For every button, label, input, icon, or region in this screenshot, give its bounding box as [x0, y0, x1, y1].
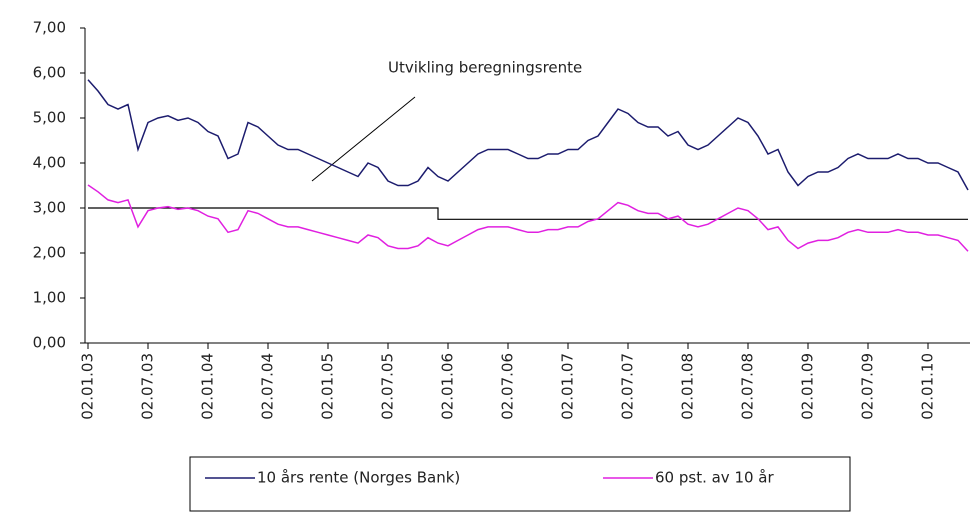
- x-tick-label: 02.07.06: [499, 353, 517, 420]
- x-tick-label: 02.07.04: [259, 353, 277, 420]
- x-tick-label: 02.07.08: [739, 353, 757, 420]
- y-tick-label: 5,00: [33, 109, 66, 127]
- y-tick-label: 6,00: [33, 64, 66, 82]
- annotation: Utvikling beregningsrente: [388, 59, 582, 77]
- x-tick-label: 02.01.06: [439, 353, 457, 420]
- legend-label: 10 års rente (Norges Bank): [257, 469, 460, 487]
- y-tick-label: 1,00: [33, 289, 66, 307]
- x-tick-label: 02.07.05: [379, 353, 397, 420]
- y-tick-label: 0,00: [33, 334, 66, 352]
- y-tick-label: 3,00: [33, 199, 66, 217]
- annotation-pointer: [311, 96, 416, 182]
- x-tick-label: 02.01.07: [559, 353, 577, 420]
- x-tick-label: 02.07.09: [859, 353, 877, 420]
- series-line: [87, 184, 969, 252]
- step-line: [88, 207, 968, 220]
- legend-box: [189, 456, 851, 512]
- y-tick-label: 4,00: [33, 154, 66, 172]
- y-tick-label: 7,00: [33, 19, 66, 37]
- x-tick-label: 02.01.05: [319, 353, 337, 420]
- x-tick-label: 02.01.09: [799, 353, 817, 420]
- x-tick-label: 02.07.03: [139, 353, 157, 420]
- x-tick-label: 02.01.03: [79, 353, 97, 420]
- y-tick-label: 2,00: [33, 244, 66, 262]
- x-tick-label: 02.01.08: [679, 353, 697, 420]
- x-tick-label: 02.01.04: [199, 353, 217, 420]
- legend-label: 60 pst. av 10 år: [655, 469, 774, 487]
- series-line: [87, 79, 969, 191]
- x-tick-label: 02.01.10: [919, 353, 937, 420]
- x-tick-label: 02.07.07: [619, 353, 637, 420]
